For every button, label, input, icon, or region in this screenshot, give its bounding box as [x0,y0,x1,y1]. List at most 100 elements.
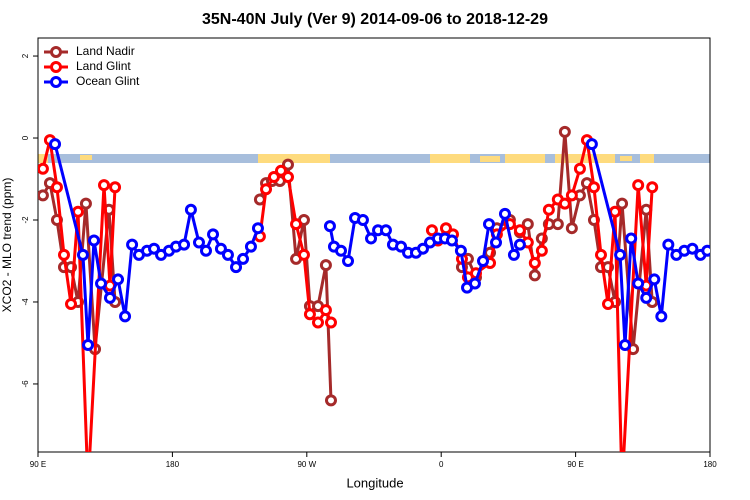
point [50,181,63,194]
point [324,316,337,329]
x-tick-label: 90 E [30,460,46,469]
point [416,242,429,255]
point [237,252,250,265]
point [303,308,316,321]
x-tick-label: 0 [439,460,444,469]
point [267,170,280,183]
point [95,277,108,290]
point [701,244,710,257]
point [79,197,92,210]
point [324,394,337,407]
point [609,205,622,218]
point [632,277,645,290]
point [230,261,243,274]
point [646,181,659,194]
point [468,277,481,290]
point [334,244,347,257]
point [445,234,458,247]
legend-marker [50,76,62,88]
y-tick-label: -2 [21,216,30,224]
point [425,224,438,237]
point [513,224,526,237]
point [602,298,615,311]
point [528,269,541,282]
point [655,310,668,323]
point [297,248,310,261]
legend-label: Land Glint [76,59,131,73]
point [513,238,526,251]
y-tick-label: 0 [21,135,30,140]
point [76,248,89,261]
point [616,197,629,210]
point [625,232,638,245]
point [214,242,227,255]
point [82,339,95,352]
legend-marker [50,46,62,58]
point [57,248,70,261]
y-axis-label: XCO2 - MLO trend (ppm) [0,178,14,313]
land-mask-strip [38,154,710,163]
y-tick-label: -4 [21,298,30,306]
point [342,254,355,267]
point [507,248,520,261]
point [498,207,511,220]
x-tick-label: 90 E [567,460,583,469]
point [365,232,378,245]
point [319,304,332,317]
plot-frame [37,37,711,453]
point [614,248,627,261]
legend-label: Land Nadir [76,44,135,58]
point [632,179,645,192]
point [148,242,161,255]
point [49,138,62,151]
point [379,224,392,237]
point [319,259,332,272]
point [395,240,408,253]
x-axis-label: Longitude [346,475,403,490]
point [290,218,303,231]
point [38,162,49,175]
point [648,273,661,286]
point [112,273,125,286]
point [221,248,234,261]
point [521,218,534,231]
point [528,257,541,270]
legend-marker [50,61,62,73]
point [72,205,85,218]
point [103,291,116,304]
point [244,240,257,253]
chart-title: 35N-40N July (Ver 9) 2014-09-06 to 2018-… [202,11,548,28]
point [38,189,49,202]
point [558,125,571,138]
point [200,244,212,257]
point [490,236,503,249]
point [119,310,132,323]
point [686,242,699,255]
legend-label: Ocean Glint [76,74,140,88]
y-tick-label: 2 [21,53,30,58]
point [585,138,598,151]
point [178,238,191,251]
point [551,218,564,231]
point [323,220,336,233]
point [98,179,111,192]
point [184,203,197,216]
x-tick-label: 180 [166,460,180,469]
point [618,482,627,491]
point [640,291,653,304]
point [251,222,264,235]
point [207,228,220,241]
point [619,339,632,352]
point [535,244,548,257]
point [126,238,139,251]
point [477,254,490,267]
point [594,248,607,261]
point [192,236,205,249]
point [281,170,294,183]
point [573,162,586,175]
point [84,482,93,491]
point [454,244,467,257]
point [88,234,100,247]
point [542,203,555,216]
x-tick-label: 90 W [297,460,316,469]
